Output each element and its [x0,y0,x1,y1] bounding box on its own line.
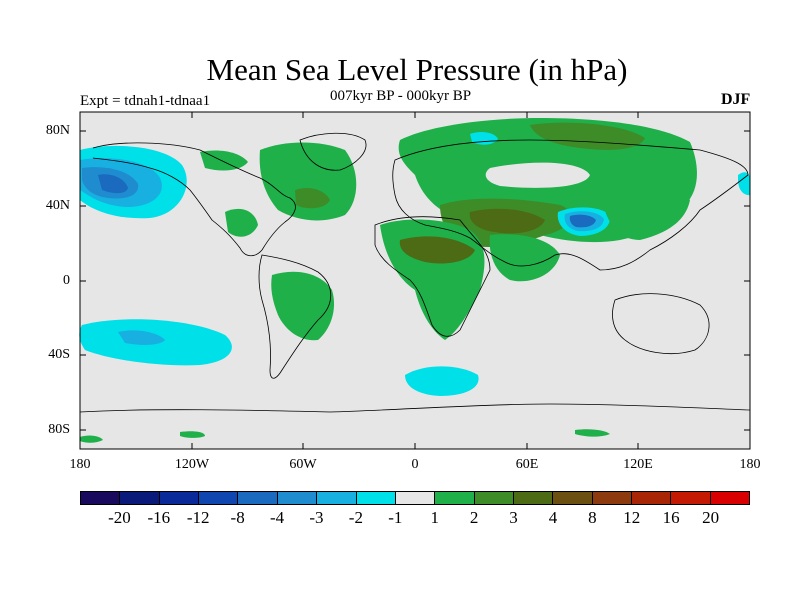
north-atlantic-positive [259,142,357,221]
lat-label-80n: 80N [45,123,70,138]
antarctic-positive-3 [575,429,610,437]
lon-label-180e: 180 [739,457,761,472]
colorbar-box [199,492,239,504]
lat-label-0: 0 [63,273,70,288]
colorbar-label: -4 [269,508,285,527]
coast-eurasia [392,139,749,271]
lat-label-40n: 40N [45,198,70,213]
lon-label-60e: 60E [515,457,539,472]
colorbar-box [238,492,278,504]
south-america-positive [271,271,335,341]
colorbar-label: 16 [662,508,680,527]
colorbar-box [671,492,711,504]
colorbar-label: -1 [388,508,403,527]
colorbar-label: 2 [469,508,479,527]
canada-positive [200,150,248,171]
arctic-strong [530,122,645,150]
colorbar-box [317,492,357,504]
colorbar-label: -3 [309,508,324,527]
lon-label-120e: 120E [623,457,653,472]
south-pacific-low-core [118,330,165,345]
north-atlantic-strong [295,188,330,209]
antarctic-positive-1 [80,435,103,443]
season-label: DJF [721,91,751,108]
china-positive [600,184,690,240]
coastlines [79,132,751,413]
colorbar-box [710,492,750,504]
coast-africa [374,216,491,337]
tibet-low-core [569,214,596,228]
colorbar-label: 20 [702,508,720,527]
coast-antarctica [79,403,751,413]
western-us-positive [225,208,258,237]
south-atlantic-low [405,366,479,396]
siberia-gap [485,162,590,188]
coast-greenland [299,132,367,171]
greenland-sea-low [470,131,498,145]
colorbar-label: -16 [147,508,171,527]
colorbar-box [632,492,672,504]
lat-label-80s: 80S [48,422,70,437]
colorbar-label: 8 [588,508,597,527]
coast-north-america [92,142,296,257]
lon-label-0: 0 [411,457,419,472]
colorbar-label: -8 [230,508,245,527]
colorbar-label: -12 [186,508,210,527]
map-title: Mean Sea Level Pressure (in hPa) [206,52,628,87]
colorbar-box [356,492,396,504]
coast-south-america [258,254,331,379]
colorbar-label: -20 [108,508,131,527]
colorbar-label: 3 [509,508,518,527]
map-subtitle: 007kyr BP - 000kyr BP [330,88,472,104]
colorbar-box [553,492,593,504]
east-pacific-low [738,172,750,196]
colorbar-box [474,492,514,504]
lat-label-40s: 40S [48,347,70,362]
anomaly-fields [79,118,750,443]
aleutian-low-center [98,174,128,194]
colorbar-box [435,492,475,504]
lon-label-120w: 120W [174,457,210,472]
coast-australia [612,293,710,355]
colorbar-box [592,492,633,504]
colorbar-label: 12 [623,508,641,527]
colorbar-box [513,492,554,504]
axis-ticks [80,112,750,449]
colorbar-box [120,492,160,504]
colorbar-box [395,492,436,504]
sahel-strong [399,236,475,264]
colorbar-label: 4 [548,508,558,527]
lon-label-180w: 180 [69,457,91,472]
colorbar [80,491,750,505]
colorbar-box [159,492,200,504]
experiment-label: Expt = tdnah1-tdnaa1 [80,93,211,109]
antarctic-positive-2 [180,431,205,438]
central-asia-strong [469,208,545,234]
colorbar-box [81,492,121,504]
colorbar-label: 1 [430,508,439,527]
south-asia-positive [489,234,560,282]
colorbar-label: -2 [348,508,363,527]
colorbar-box [277,492,318,504]
colorbar-labels: -20 -16 -12 -8 -4 -3 -2 -1 1 2 3 4 8 12 16 20 [80,508,750,528]
lon-label-60w: 60W [289,457,317,472]
